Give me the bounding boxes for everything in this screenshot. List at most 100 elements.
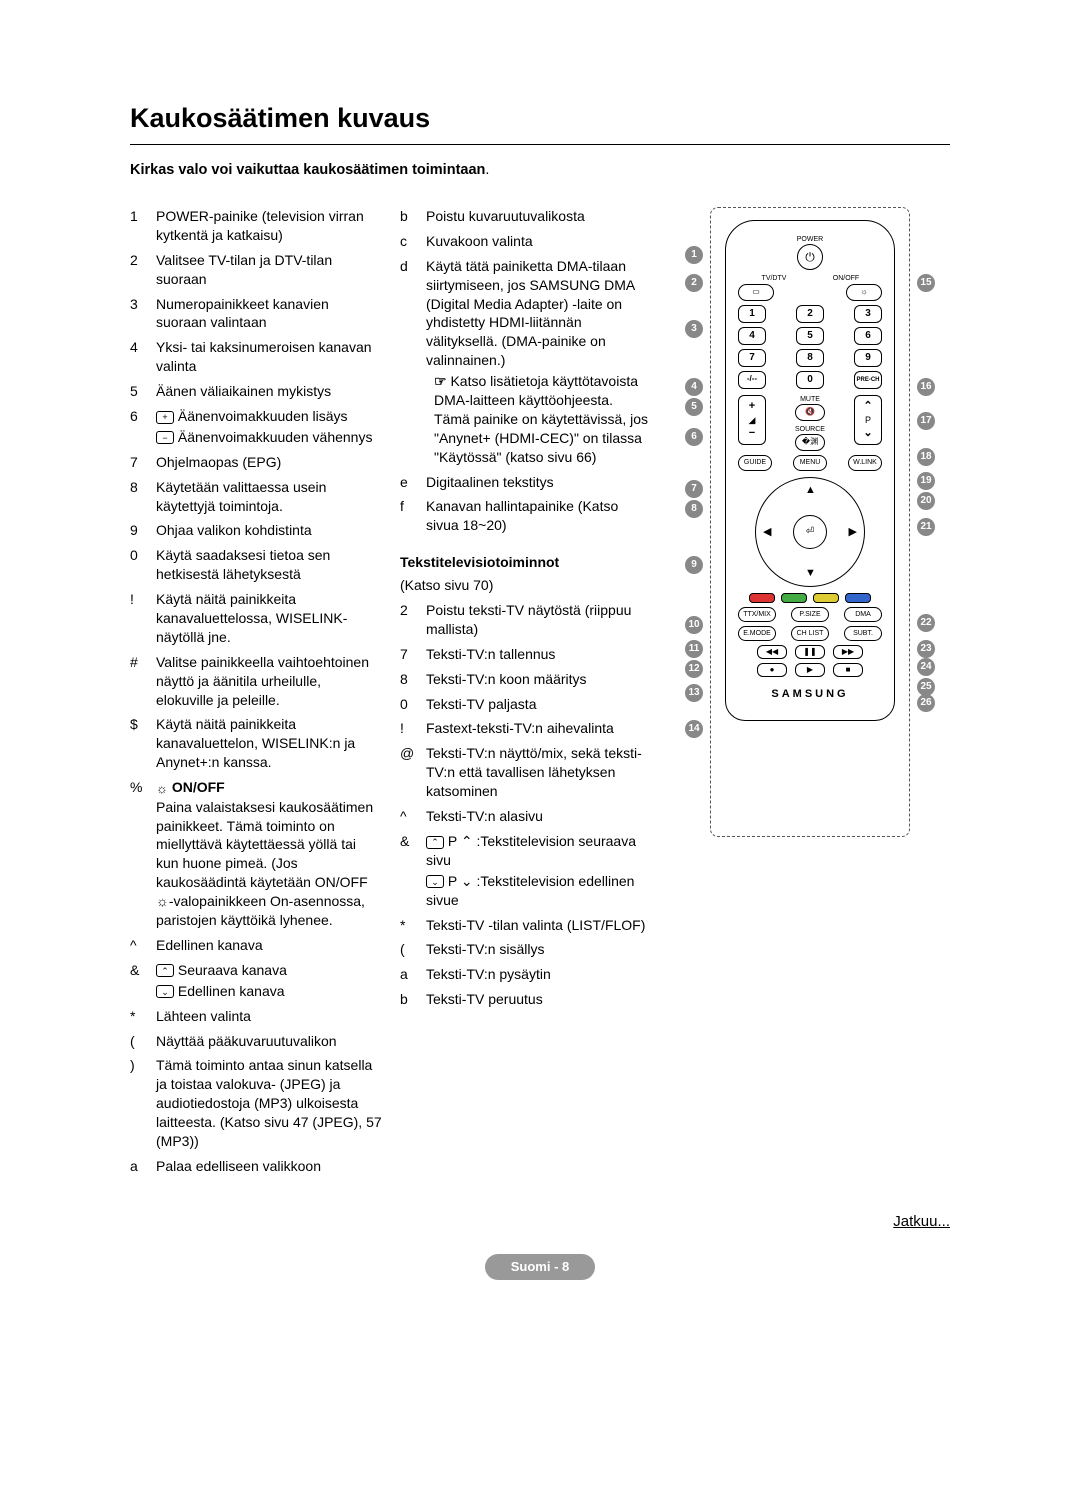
- remote-dashed-frame: POWER ⏻ TV/DTV▭ ON/OFF☼ 1 2 3 4 5 6 7 8 9 -/--…: [710, 207, 910, 837]
- left-arrow[interactable]: ◀: [763, 525, 771, 540]
- ok-button[interactable]: ⏎: [793, 515, 827, 549]
- list-item: fKanavan hallintapainike (Katso sivua 18…: [400, 497, 652, 535]
- column-2: bPoistu kuvaruutuvalikosta cKuvakoon vali…: [400, 207, 652, 1182]
- list-item: bTeksti-TV peruutus: [400, 990, 652, 1009]
- list-item: 2Valitsee TV-tilan ja DTV-tilan suoraan: [130, 251, 382, 289]
- list-item: 8Teksti-TV:n koon määritys: [400, 670, 652, 689]
- channel-rocker[interactable]: ⌃P⌄: [854, 395, 882, 445]
- callout-23: 23: [917, 640, 935, 658]
- callout-9: 9: [685, 556, 703, 574]
- guide-button[interactable]: GUIDE: [738, 455, 772, 470]
- remote-body: POWER ⏻ TV/DTV▭ ON/OFF☼ 1 2 3 4 5 6 7 8 9 -/--…: [725, 220, 895, 721]
- list-item: dKäytä tätä painiketta DMA-tilaan siirty…: [400, 257, 652, 467]
- list-item: (Teksti-TV:n sisällys: [400, 940, 652, 959]
- num-6[interactable]: 6: [854, 327, 882, 345]
- callout-15: 15: [917, 274, 935, 292]
- num-2[interactable]: 2: [796, 305, 824, 323]
- callout-10: 10: [685, 616, 703, 634]
- list-item: 0Käytä saadaksesi tietoa sen hetkisestä …: [130, 546, 382, 584]
- right-arrow[interactable]: ▶: [849, 525, 857, 540]
- prech-button[interactable]: PRE-CH: [854, 371, 882, 389]
- source-label: SOURCE: [766, 425, 854, 434]
- list-item: 8Käytetään valittaessa usein käytettyjä …: [130, 478, 382, 516]
- tvdtv-button[interactable]: ▭: [738, 284, 774, 301]
- dash-button[interactable]: -/--: [738, 371, 766, 389]
- tvdtv-label: TV/DTV: [738, 274, 810, 283]
- column-3-remote: POWER ⏻ TV/DTV▭ ON/OFF☼ 123 456 789 -/--…: [670, 207, 950, 1182]
- stop-button[interactable]: ■: [833, 663, 863, 677]
- record-button[interactable]: ●: [757, 663, 787, 677]
- list-item: #Valitse painikkeella vaihtoehtoinen näy…: [130, 653, 382, 710]
- chlist-button[interactable]: CH LIST: [791, 626, 829, 641]
- ttxmix-button[interactable]: TTX/MIX: [738, 607, 776, 622]
- list-item: ^Teksti-TV:n alasivu: [400, 807, 652, 826]
- page-title: Kaukosäätimen kuvaus: [130, 100, 950, 136]
- list-item: 3Numeropainikkeet kanavien suoraan valin…: [130, 295, 382, 333]
- num-8[interactable]: 8: [796, 349, 824, 367]
- volume-rocker[interactable]: +◢−: [738, 395, 766, 445]
- onoff-remote-label: ON/OFF: [810, 274, 882, 283]
- callout-12: 12: [685, 660, 703, 678]
- continued-label: Jatkuu...: [130, 1212, 950, 1232]
- list-item: &⌃ Seuraava kanava⌄ Edellinen kanava: [130, 961, 382, 1001]
- up-arrow[interactable]: ▲: [805, 483, 816, 498]
- num-5[interactable]: 5: [796, 327, 824, 345]
- callout-26: 26: [917, 694, 935, 712]
- onoff-button[interactable]: ☼: [846, 284, 882, 301]
- pause-button[interactable]: ❚❚: [795, 645, 825, 659]
- list-item: )Tämä toiminto antaa sinun katsella ja t…: [130, 1056, 382, 1150]
- list-item: !Käytä näitä painikkeita kanavaluettelos…: [130, 590, 382, 647]
- list-item: bPoistu kuvaruutuvalikosta: [400, 207, 652, 226]
- list-item: cKuvakoon valinta: [400, 232, 652, 251]
- red-button[interactable]: [749, 593, 775, 603]
- list-item: 1POWER-painike (television virran kytken…: [130, 207, 382, 245]
- rewind-button[interactable]: ◀◀: [757, 645, 787, 659]
- list-item: &⌃ P ⌃ :Tekstitelevision seuraava sivu⌄ …: [400, 832, 652, 910]
- green-button[interactable]: [781, 593, 807, 603]
- dpad[interactable]: ⏎ ▲ ▼ ◀ ▶: [755, 477, 865, 587]
- menu-button[interactable]: MENU: [793, 455, 827, 470]
- list-item: @Teksti-TV:n näyttö/mix, sekä teksti-TV:…: [400, 744, 652, 801]
- power-label: POWER: [736, 235, 884, 244]
- callout-1: 1: [685, 246, 703, 264]
- callout-19: 19: [917, 472, 935, 490]
- list-item: *Teksti-TV -tilan valinta (LIST/FLOF): [400, 916, 652, 935]
- ttx-sub: (Katso sivu 70): [400, 576, 652, 595]
- list-item: (Näyttää pääkuvaruutuvalikon: [130, 1032, 382, 1051]
- num-4[interactable]: 4: [738, 327, 766, 345]
- psize-button[interactable]: P.SIZE: [791, 607, 829, 622]
- callout-3: 3: [685, 320, 703, 338]
- subt-button[interactable]: SUBT.: [844, 626, 882, 641]
- forward-button[interactable]: ▶▶: [833, 645, 863, 659]
- down-arrow[interactable]: ▼: [805, 566, 816, 581]
- callout-16: 16: [917, 378, 935, 396]
- onoff-label: ON/OFF: [172, 779, 225, 795]
- page-footer: Suomi - 8: [130, 1254, 950, 1280]
- callout-11: 11: [685, 640, 703, 658]
- num-3[interactable]: 3: [854, 305, 882, 323]
- callout-5: 5: [685, 398, 703, 416]
- mute-button[interactable]: 🔇: [795, 404, 825, 421]
- list-item: 9Ohjaa valikon kohdistinta: [130, 521, 382, 540]
- column-1: 1POWER-painike (television virran kytken…: [130, 207, 382, 1182]
- power-button[interactable]: ⏻: [797, 244, 823, 270]
- dma-button[interactable]: DMA: [844, 607, 882, 622]
- callout-20: 20: [917, 492, 935, 510]
- list-item: aPalaa edelliseen valikkoon: [130, 1157, 382, 1176]
- num-7[interactable]: 7: [738, 349, 766, 367]
- play-button[interactable]: ▶: [795, 663, 825, 677]
- list-item: aTeksti-TV:n pysäytin: [400, 965, 652, 984]
- source-button[interactable]: �渊: [795, 434, 825, 451]
- content-columns: 1POWER-painike (television virran kytken…: [130, 207, 950, 1182]
- num-0[interactable]: 0: [796, 371, 824, 389]
- yellow-button[interactable]: [813, 593, 839, 603]
- list-item: 2Poistu teksti-TV näytöstä (riippuu mall…: [400, 601, 652, 639]
- wlink-button[interactable]: W.LINK: [848, 455, 882, 470]
- emode-button[interactable]: E.MODE: [738, 626, 776, 641]
- callout-17: 17: [917, 412, 935, 430]
- blue-button[interactable]: [845, 593, 871, 603]
- num-1[interactable]: 1: [738, 305, 766, 323]
- subtitle: Kirkas valo voi vaikuttaa kaukosäätimen …: [130, 161, 950, 181]
- callout-4: 4: [685, 378, 703, 396]
- num-9[interactable]: 9: [854, 349, 882, 367]
